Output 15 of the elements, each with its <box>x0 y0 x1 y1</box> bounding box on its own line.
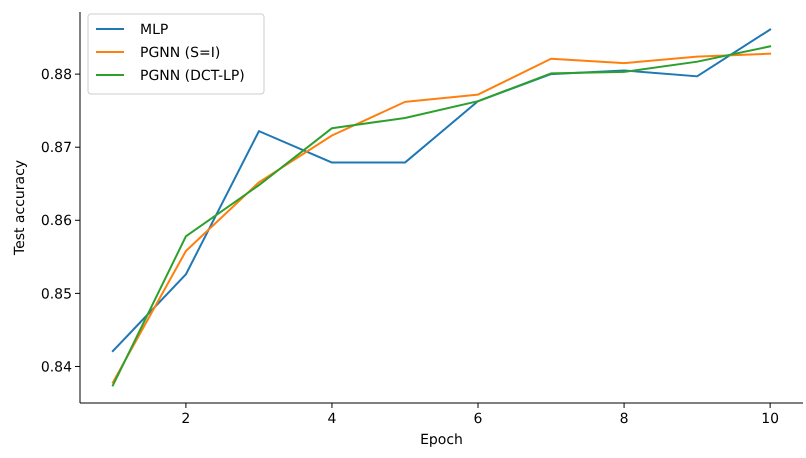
x-tick-label: 10 <box>761 411 780 427</box>
y-tick-label: 0.86 <box>40 213 72 230</box>
y-axis-title: Test accuracy <box>12 160 28 256</box>
x-axis-title: Epoch <box>420 432 463 448</box>
y-tick-label: 0.85 <box>40 286 72 302</box>
legend-label: PGNN (S=I) <box>140 44 220 61</box>
y-tick-label: 0.88 <box>40 67 72 84</box>
x-tick-label: 4 <box>327 411 336 427</box>
x-tick-label: 2 <box>181 411 190 427</box>
legend-label: MLP <box>140 22 168 38</box>
y-tick-label: 0.84 <box>40 359 72 376</box>
x-tick-label: 6 <box>474 411 483 427</box>
legend-label: PGNN (DCT-LP) <box>140 68 245 84</box>
x-tick-label: 8 <box>620 411 629 427</box>
y-tick-label: 0.87 <box>40 140 72 156</box>
